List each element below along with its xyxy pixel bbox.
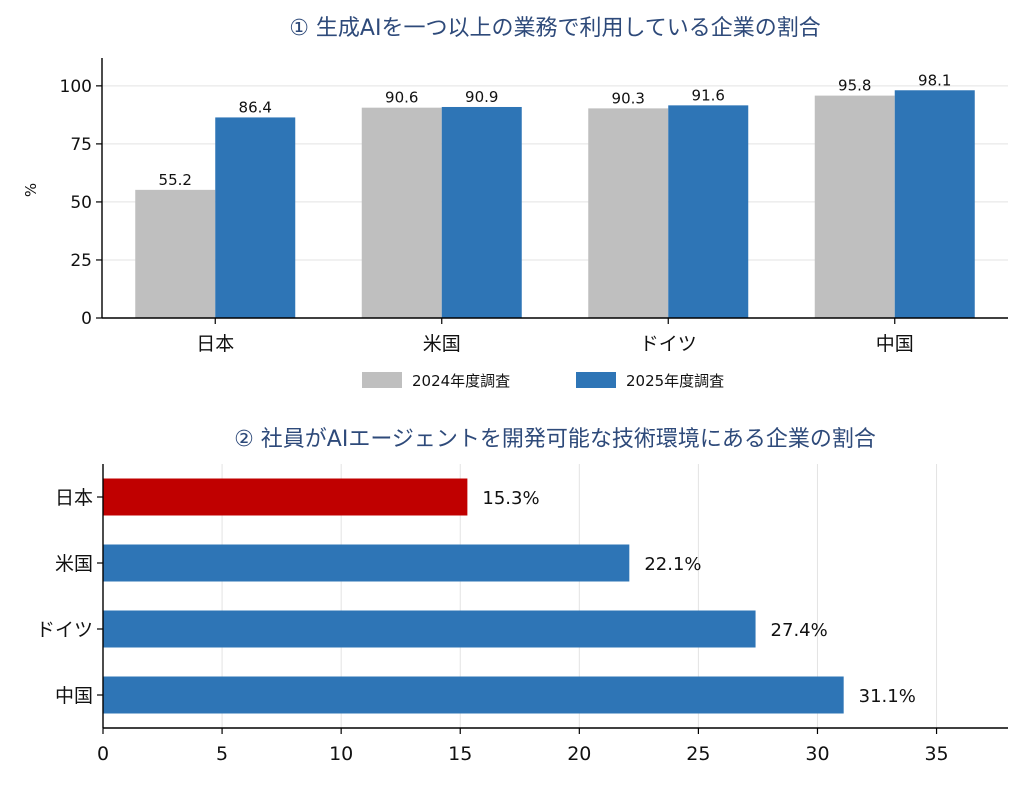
- chart-2-data-label: 15.3%: [482, 488, 539, 509]
- chart-2-y-tick-label: ドイツ: [36, 619, 93, 641]
- chart-2-x-tick-label: 15: [448, 743, 472, 765]
- chart-1-y-tick-label: 50: [70, 193, 92, 213]
- chart-1-bar: [215, 117, 296, 318]
- chart-1-bar: [441, 106, 522, 318]
- chart-1-legend: 2024年度調査 2025年度調査: [362, 372, 724, 390]
- chart-1-y-tick-label: 75: [70, 135, 92, 155]
- chart-2-x-tick-label: 5: [216, 743, 228, 765]
- chart-2-x-tick-label: 30: [805, 743, 829, 765]
- chart-1-y-axis-label: %: [22, 183, 40, 197]
- chart-1-x-tick-label: 中国: [876, 333, 914, 355]
- chart-1-legend-swatch: [576, 372, 616, 388]
- chart-1-bar: [361, 107, 442, 318]
- chart-2-bar: [103, 610, 756, 648]
- chart-1-y-tick-label: 25: [70, 251, 92, 271]
- chart-1-x-tick-label: 米国: [423, 333, 461, 355]
- chart-1-x-tick-label: 日本: [196, 333, 234, 355]
- chart-1-y-ticks: 0 25 50 75 100: [60, 77, 102, 329]
- chart-2-y-tick-label: 中国: [55, 685, 93, 707]
- chart-2-x-tick-label: 20: [567, 743, 591, 765]
- chart-2-data-labels: 15.3% 22.1% 27.4% 31.1%: [482, 488, 915, 707]
- chart-1-y-tick-label: 0: [81, 309, 92, 329]
- chart-1-data-label: 98.1: [918, 71, 951, 89]
- chart-1-bar: [814, 95, 895, 318]
- chart-2-bars: [103, 478, 844, 714]
- chart-2-data-label: 22.1%: [644, 554, 701, 575]
- chart-1-title: ① 生成AIを一つ以上の業務で利用している企業の割合: [289, 16, 821, 41]
- chart-1-data-labels: 55.2 86.4 90.6 90.9 90.3 91.6 95.8 98.1: [159, 71, 952, 189]
- chart-1-data-label: 90.9: [465, 88, 498, 106]
- chart-1-x-tick-label: ドイツ: [640, 333, 697, 355]
- chart-1-bar: [668, 105, 749, 318]
- chart-1: ① 生成AIを一つ以上の業務で利用している企業の割合 55.2 86.4 90.6 9…: [22, 16, 1008, 390]
- chart-2-bar: [103, 544, 630, 582]
- chart-2-x-tick-label: 25: [686, 743, 710, 765]
- chart-1-bar: [135, 189, 216, 318]
- chart-2: ② 社員がAIエージェントを開発可能な技術環境にある企業の割合 15.3% 22.…: [36, 427, 1008, 765]
- chart-1-legend-label: 2024年度調査: [412, 372, 510, 390]
- chart-1-data-label: 95.8: [838, 77, 871, 95]
- chart-1-legend-label: 2025年度調査: [626, 372, 724, 390]
- chart-1-bar: [588, 108, 669, 318]
- chart-2-x-ticks: 0 5 10 15 20 25 30 35: [97, 728, 949, 765]
- chart-1-bars: [135, 90, 975, 319]
- chart-2-data-label: 31.1%: [859, 686, 916, 707]
- chart-2-bar: [103, 478, 468, 516]
- chart-2-y-tick-label: 米国: [55, 553, 93, 575]
- chart-1-data-label: 55.2: [159, 171, 192, 189]
- chart-1-data-label: 90.6: [385, 89, 418, 107]
- chart-1-data-label: 90.3: [612, 89, 645, 107]
- chart-1-bar: [894, 90, 975, 319]
- chart-2-title: ② 社員がAIエージェントを開発可能な技術環境にある企業の割合: [234, 427, 876, 452]
- chart-2-x-tick-label: 35: [924, 743, 948, 765]
- chart-1-legend-swatch: [362, 372, 402, 388]
- chart-1-data-label: 86.4: [239, 98, 272, 116]
- chart-1-y-tick-label: 100: [60, 77, 92, 97]
- chart-2-x-tick-label: 0: [97, 743, 109, 765]
- chart-2-x-tick-label: 10: [329, 743, 353, 765]
- chart-2-data-label: 27.4%: [771, 620, 828, 641]
- chart-1-data-label: 91.6: [692, 86, 725, 104]
- chart-2-bar: [103, 676, 844, 714]
- chart-2-y-tick-label: 日本: [55, 487, 93, 509]
- chart-1-x-ticks: 日本 米国 ドイツ 中国: [196, 318, 914, 355]
